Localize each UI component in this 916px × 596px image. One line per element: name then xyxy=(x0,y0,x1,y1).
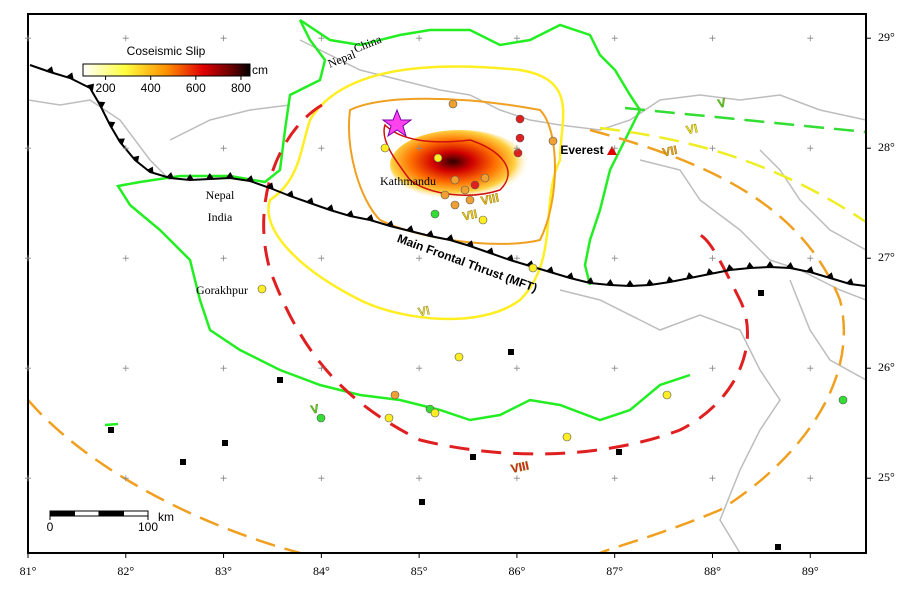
grid-cross xyxy=(122,35,129,42)
x-tick-label: 81° xyxy=(20,564,37,578)
grid-cross xyxy=(611,255,618,262)
grid-cross xyxy=(25,475,31,482)
intensity-label: VII xyxy=(461,207,478,224)
y-tick-label: 25° xyxy=(878,470,895,484)
x-tick-label: 82° xyxy=(117,564,134,578)
stations xyxy=(108,290,781,550)
intensity-points xyxy=(257,99,848,442)
scale-unit: km xyxy=(158,510,174,524)
x-tick-label: 87° xyxy=(606,564,623,578)
scale-bar-segment xyxy=(49,510,75,517)
grid-cross xyxy=(807,475,814,482)
grid-cross xyxy=(122,145,129,152)
grid-cross xyxy=(416,145,423,152)
x-tick-label: 86° xyxy=(509,564,526,578)
grid-cross xyxy=(416,255,423,262)
scale-bar-segment xyxy=(74,510,100,517)
contour-vii-outer-west xyxy=(28,399,301,553)
y-tick-label: 29° xyxy=(878,30,895,44)
grid-cross xyxy=(122,365,129,372)
scale-bar-label: 100 xyxy=(138,520,158,534)
x-tick-label: 84° xyxy=(313,564,330,578)
grid-cross xyxy=(318,35,325,42)
frame xyxy=(27,13,867,554)
grid-cross xyxy=(513,255,520,262)
grid-cross xyxy=(709,35,716,42)
place-label: Nepal xyxy=(206,188,235,202)
intensity-label: VI xyxy=(685,121,699,137)
grid-cross xyxy=(220,475,227,482)
place-label: Gorakhpur xyxy=(196,283,248,297)
intensity-label: V xyxy=(716,96,727,111)
y-tick-label: 28° xyxy=(878,140,895,154)
x-tick-label: 85° xyxy=(411,564,428,578)
grid-cross xyxy=(709,365,716,372)
colorbar-tick-label: 800 xyxy=(231,81,251,95)
grid-cross xyxy=(611,145,618,152)
grid-cross xyxy=(25,255,31,262)
grid-cross xyxy=(220,35,227,42)
grid-cross xyxy=(416,35,423,42)
x-tick-label: 88° xyxy=(704,564,721,578)
colorbar xyxy=(82,63,251,77)
grid-cross xyxy=(220,145,227,152)
colorbar-tick-label: 600 xyxy=(186,81,206,95)
grid-cross xyxy=(318,475,325,482)
grid-cross xyxy=(709,145,716,152)
place-label: Everest xyxy=(560,143,603,157)
grid-cross xyxy=(807,255,814,262)
intensity-label: V xyxy=(309,402,320,417)
grid-cross xyxy=(611,365,618,372)
grid-cross xyxy=(611,35,618,42)
grid-cross xyxy=(807,35,814,42)
grid-cross xyxy=(513,475,520,482)
grid-cross xyxy=(318,255,325,262)
contour-viii xyxy=(262,103,749,456)
grid-cross xyxy=(416,475,423,482)
grid-cross xyxy=(513,35,520,42)
grid-cross xyxy=(416,365,423,372)
grid-cross xyxy=(25,145,31,152)
grid-cross xyxy=(318,365,325,372)
scale-bar-label: 0 xyxy=(47,520,54,534)
scale-bar-segment xyxy=(98,510,124,517)
colorbar-unit: cm xyxy=(252,63,268,77)
x-tick-label: 83° xyxy=(215,564,232,578)
y-tick-label: 26° xyxy=(878,360,895,374)
place-label: Kathmandu xyxy=(380,174,436,188)
intensity-label: VII xyxy=(661,143,678,160)
epicenter xyxy=(381,108,413,138)
grid-cross xyxy=(122,255,129,262)
intensity-label: VIII xyxy=(480,190,501,207)
grid-cross xyxy=(807,145,814,152)
x-tick-label: 89° xyxy=(802,564,819,578)
map-layers xyxy=(28,18,866,553)
colorbar-title: Coseismic Slip xyxy=(127,44,206,58)
grid-cross xyxy=(807,365,814,372)
grid-cross xyxy=(122,475,129,482)
grid-cross xyxy=(709,255,716,262)
intensity-label: VI xyxy=(417,303,431,319)
everest-marker xyxy=(607,146,617,155)
intensity-label: VIII xyxy=(510,458,531,475)
grid-cross xyxy=(25,35,31,42)
colorbar-tick-label: 200 xyxy=(96,81,116,95)
grid-cross xyxy=(513,145,520,152)
grid-cross xyxy=(611,475,618,482)
grid-cross xyxy=(25,365,31,372)
grid-cross xyxy=(513,365,520,372)
grid-cross xyxy=(709,475,716,482)
grid-cross xyxy=(220,365,227,372)
y-tick-label: 27° xyxy=(878,250,895,264)
grid-cross xyxy=(220,255,227,262)
fault-line xyxy=(29,64,866,288)
grid-cross xyxy=(318,145,325,152)
place-label: India xyxy=(208,210,233,224)
scale-bar-segment xyxy=(123,510,149,517)
colorbar-tick-label: 400 xyxy=(141,81,161,95)
